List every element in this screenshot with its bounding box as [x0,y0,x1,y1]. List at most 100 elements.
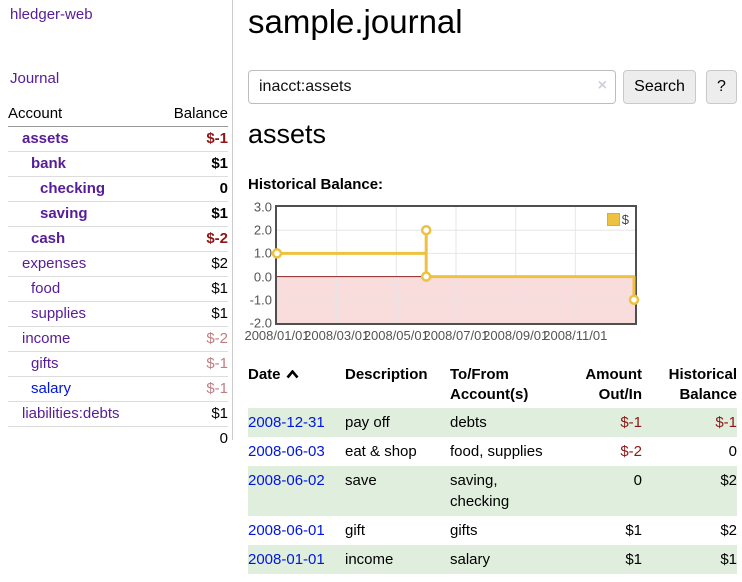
transaction-amount: 0 [633,472,642,489]
account-row-saving: saving $1 [8,202,228,227]
account-row-assets: assets $-1 [8,127,228,152]
account-link-supplies[interactable]: supplies [31,305,87,322]
balance-column-header: Historical Balance [668,366,737,403]
account-link-food[interactable]: food [31,280,61,297]
account-link-cash[interactable]: cash [31,230,66,247]
account-row-cash: cash $-2 [8,227,228,252]
transaction-description: gift [345,522,366,539]
search-button[interactable]: Search [623,70,696,104]
transaction-description: save [345,472,377,489]
transaction-balance: $2 [720,472,737,489]
transaction-accounts: gifts [450,522,478,539]
transaction-accounts: salary [450,551,491,568]
account-balance: 0 [219,180,228,197]
transaction-balance: $1 [720,551,737,568]
account-heading: assets [248,119,327,149]
account-row-income: income $-2 [8,327,228,352]
account-link-income[interactable]: income [22,330,71,347]
register-row[interactable]: 2008-01-01 income salary $1 $1 [248,545,737,574]
transaction-description: eat & shop [345,443,417,460]
transaction-amount: $-2 [620,443,642,460]
register-row[interactable]: 2008-06-01 gift gifts $1 $2 [248,516,737,545]
amount-column-header: Amount Out/In [585,366,642,403]
transaction-description: pay off [345,414,390,431]
register-table: Date Description To/From Account(s) Amou… [248,362,737,574]
register-row[interactable]: 2008-12-31 pay off debts $-1 $-1 [248,408,737,437]
search-input[interactable] [248,70,616,104]
y-tick: 2.0 [253,222,272,238]
account-link-expenses[interactable]: expenses [22,255,87,272]
account-link-liabilities-debts[interactable]: liabilities:debts [22,405,120,422]
account-balance: $1 [211,155,228,172]
account-row-checking: checking 0 [8,177,228,202]
accounts-column-header: To/From Account(s) [450,366,529,403]
x-tick: 2008/03/01 [304,328,370,343]
main-content: sample.journal × Search ? assets Histori… [244,0,742,582]
chart-legend: $ [604,211,631,228]
sort-ascending-icon [286,370,299,379]
search-bar: × Search ? [248,70,742,104]
clear-search-icon[interactable]: × [597,77,607,94]
transaction-accounts: saving, checking [450,472,510,510]
account-row-food: food $1 [8,277,228,302]
chart-canvas [271,207,640,323]
chart-title: Historical Balance: [248,176,384,193]
transaction-accounts: debts [450,414,487,431]
accounts-table-header: Account Balance [8,103,228,127]
transaction-date-link[interactable]: 2008-01-01 [248,551,325,568]
y-tick: -2.0 [249,315,272,331]
transaction-date-link[interactable]: 2008-06-03 [248,443,325,460]
account-link-salary[interactable]: salary [31,380,72,397]
accounts-total: 0 [219,430,228,447]
historical-balance-chart[interactable]: 3.0 2.0 1.0 0.0 -1.0 -2.0 [244,199,742,352]
transaction-date-link[interactable]: 2008-06-01 [248,522,325,539]
transaction-date-link[interactable]: 2008-06-02 [248,472,325,489]
gridlines [277,207,635,323]
transaction-amount: $1 [625,551,642,568]
account-balance: $-2 [206,230,228,247]
x-tick: 2008/11/01 [543,328,608,343]
y-tick: 1.0 [253,245,272,261]
register-row[interactable]: 2008-06-03 eat & shop food, supplies $-2… [248,437,737,466]
account-balance: $-2 [206,330,228,347]
transaction-balance: $2 [720,522,737,539]
balance-series-line [277,228,636,300]
account-balance: $-1 [206,380,228,397]
transaction-amount: $1 [625,522,642,539]
account-link-checking[interactable]: checking [40,180,106,197]
account-row-salary: salary $-1 [8,377,228,402]
x-tick: 2008/07/01 [423,328,489,343]
account-balance: $1 [211,280,228,297]
account-balance: $1 [211,305,228,322]
account-balance: $-1 [206,355,228,372]
account-row-supplies: supplies $1 [8,302,228,327]
account-row-liabilities-debts: liabilities:debts $1 [8,402,228,427]
page-title: sample.journal [248,3,463,40]
y-tick: -1.0 [249,292,272,308]
y-tick: 3.0 [253,199,272,215]
account-balance: $1 [211,405,228,422]
description-column-header: Description [345,366,428,383]
account-link-assets[interactable]: assets [22,130,69,147]
account-row-gifts: gifts $-1 [8,352,228,377]
account-row-bank: bank $1 [8,152,228,177]
transaction-date-link[interactable]: 2008-12-31 [248,414,325,431]
account-balance: $2 [211,255,228,272]
accounts-table: Account Balance assets $-1 bank $1 check… [8,103,228,452]
transaction-amount: $-1 [620,414,642,431]
chart-plot-area: $ [271,205,640,325]
brand-link[interactable]: hledger-web [10,6,93,23]
help-button[interactable]: ? [706,70,737,104]
sidebar: hledger-web Journal Account Balance asse… [0,0,233,447]
account-row-expenses: expenses $2 [8,252,228,277]
account-link-saving[interactable]: saving [40,205,88,222]
account-link-gifts[interactable]: gifts [31,355,59,372]
account-link-bank[interactable]: bank [31,155,67,172]
y-tick: 0.0 [253,269,272,285]
data-point-markers [271,224,640,306]
x-tick: 2008/09/01 [483,328,549,343]
date-column-header[interactable]: Date [248,362,345,408]
transaction-description: income [345,551,394,568]
sidebar-item-journal[interactable]: Journal [10,70,60,87]
register-row[interactable]: 2008-06-02 save saving, checking 0 $2 [248,466,737,516]
